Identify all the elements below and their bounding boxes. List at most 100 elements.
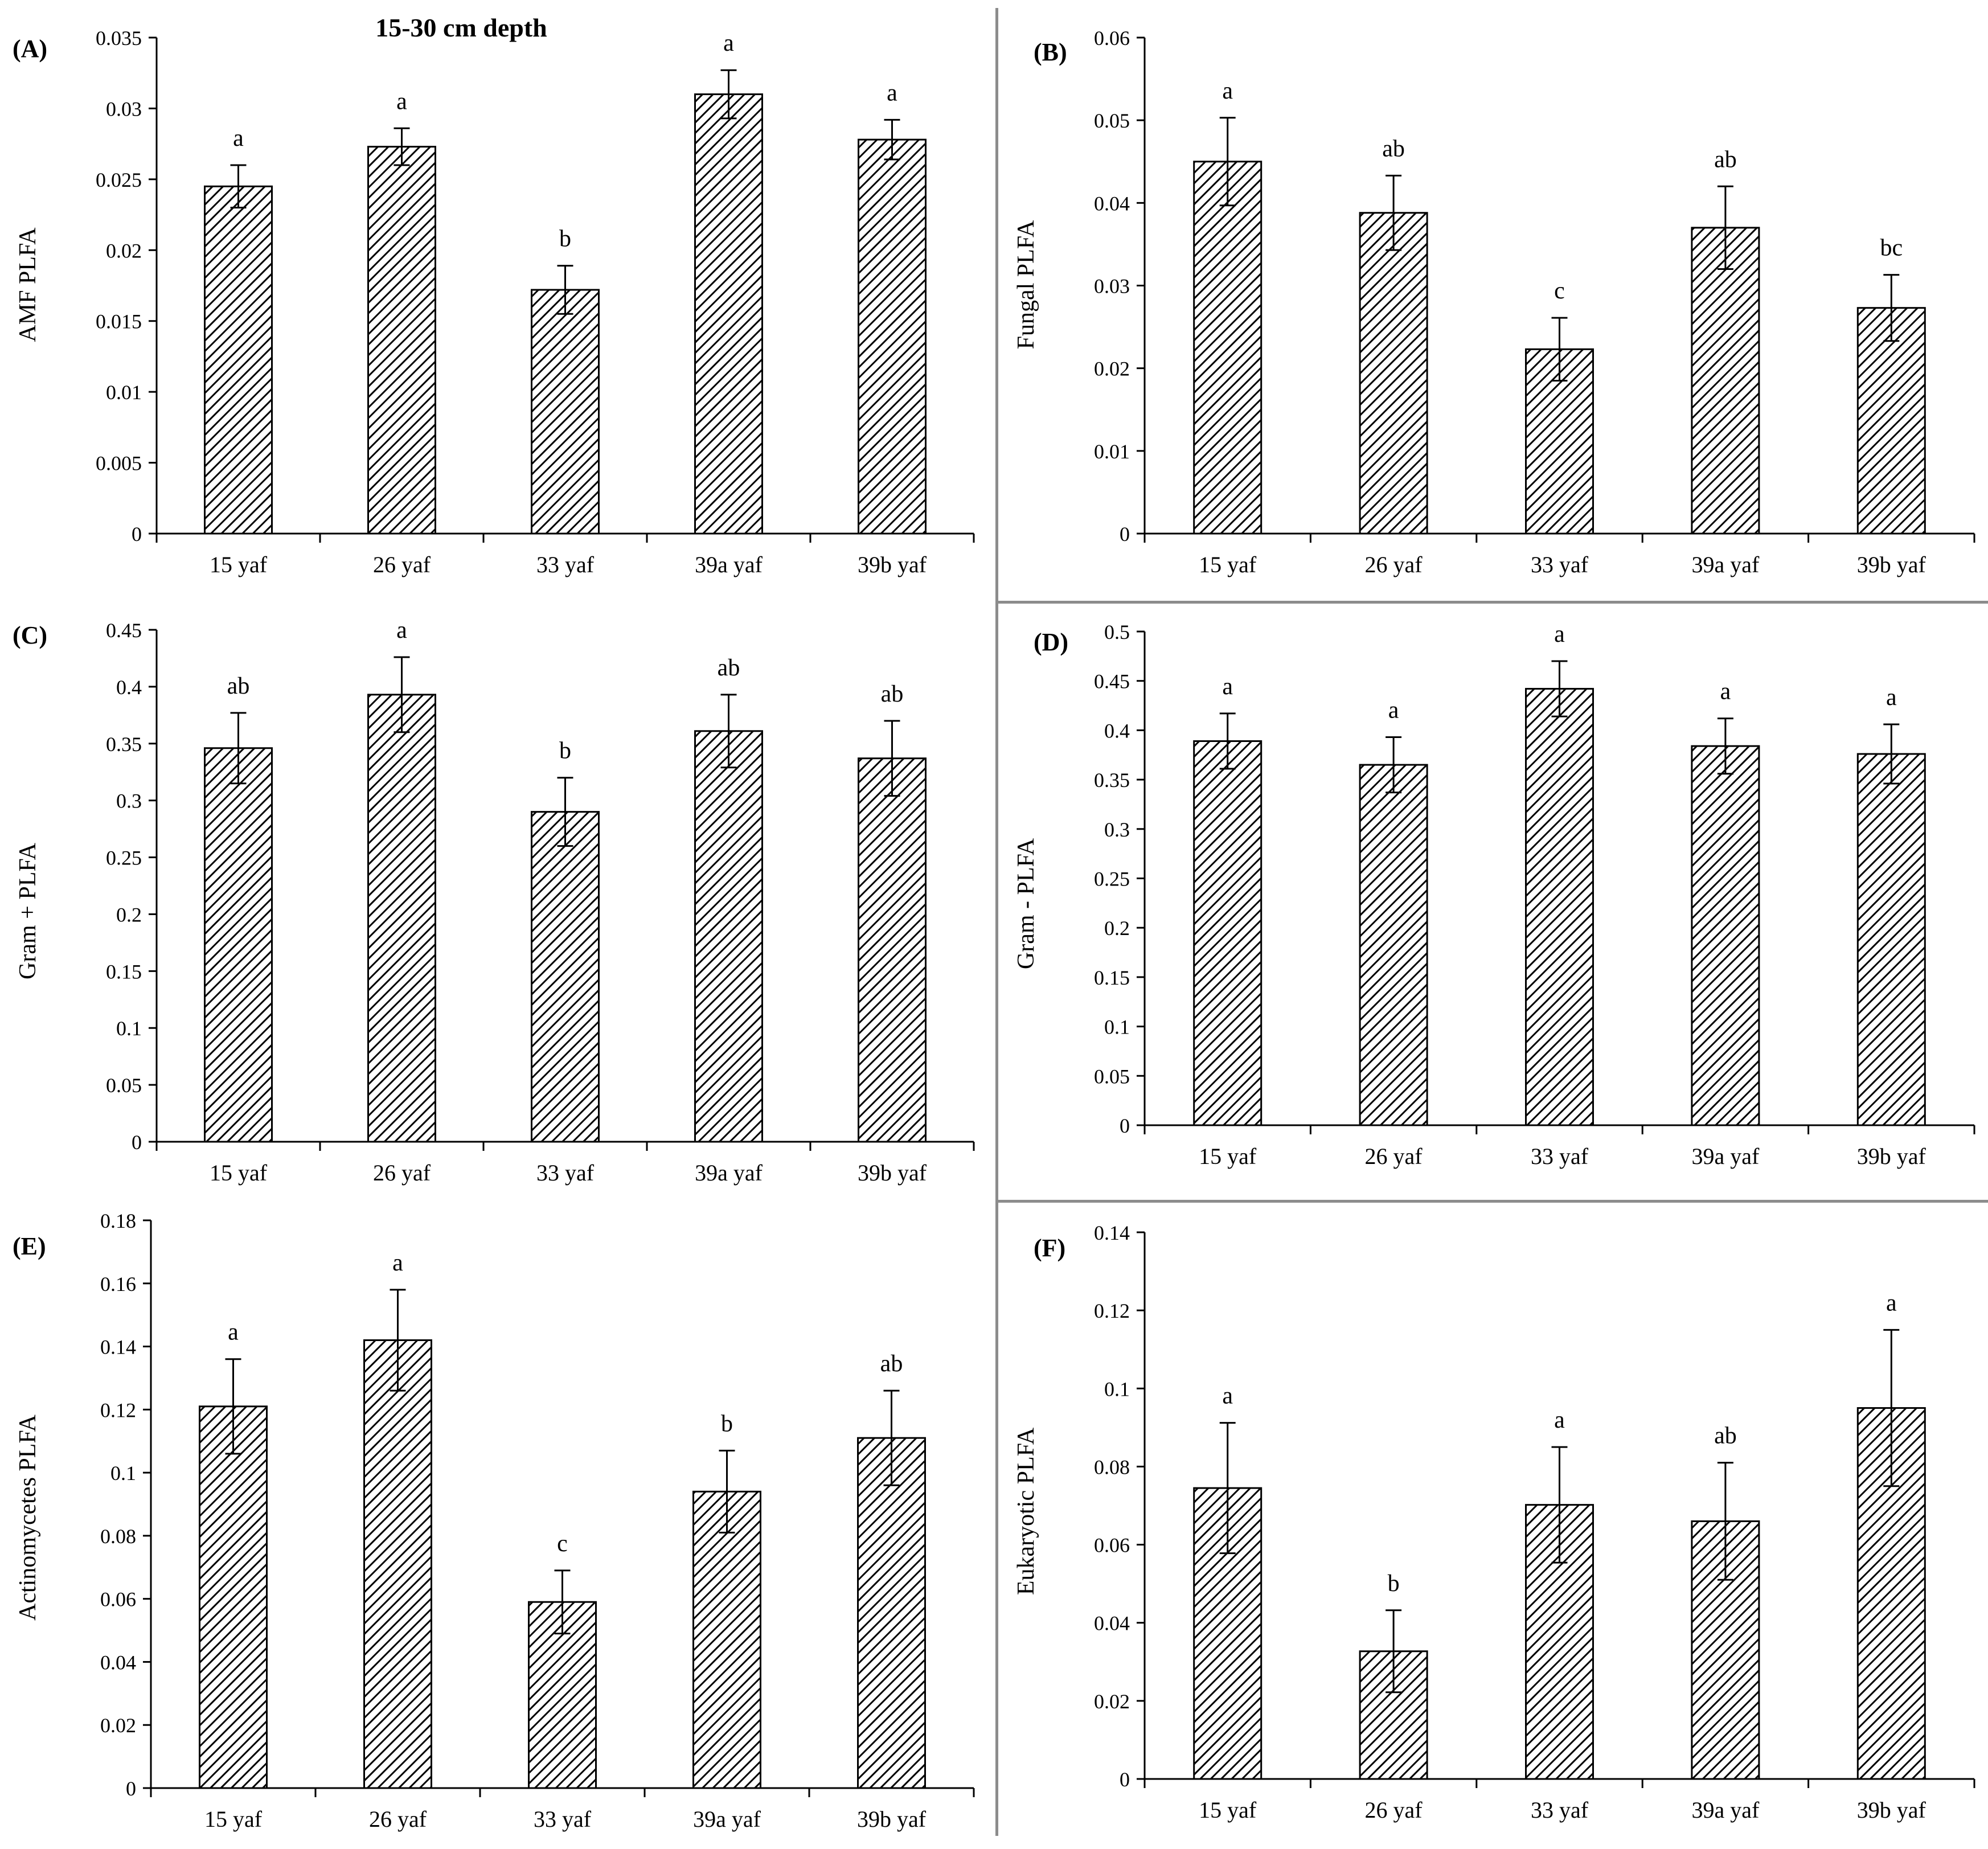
significance-letter: a — [1720, 679, 1731, 705]
x-category-label: 15 yaf — [210, 552, 268, 577]
x-category-label: 39a yaf — [1691, 552, 1760, 577]
significance-letter: a — [1222, 78, 1233, 104]
y-tick-label: 0.45 — [1094, 670, 1130, 693]
bar — [367, 694, 436, 1143]
x-category-label: 39b yaf — [1857, 1143, 1926, 1169]
significance-letter: ab — [880, 1351, 903, 1377]
chart-panel-a: 0 0.005 0.01 0.015 0.02 0.025 0.03 0.035 a 15 yaf… — [13, 27, 975, 577]
y-tick-label: 0 — [132, 523, 142, 546]
panel-label: (B) — [1034, 38, 1067, 66]
y-tick-label: 0.08 — [100, 1525, 136, 1548]
bar — [694, 93, 763, 535]
y-tick-label: 0 — [1120, 1768, 1130, 1791]
significance-letter: a — [1388, 698, 1399, 724]
significance-letter: ab — [1714, 146, 1737, 173]
significance-letter: a — [1886, 1290, 1897, 1316]
y-tick-label: 0.05 — [1094, 1065, 1130, 1088]
y-tick-label: 0.5 — [1104, 621, 1130, 643]
y-axis-label: AMF PLFA — [15, 227, 41, 342]
bar — [1359, 212, 1428, 535]
significance-letter: a — [723, 30, 734, 56]
significance-letter: ab — [1382, 136, 1405, 162]
bar — [857, 1437, 926, 1789]
significance-letter: a — [1554, 621, 1565, 647]
significance-letter: a — [228, 1319, 239, 1346]
y-tick-label: 0.05 — [1094, 109, 1130, 132]
panel-label: (E) — [13, 1232, 46, 1260]
y-tick-label: 0.2 — [1104, 917, 1130, 940]
x-category-label: 33 yaf — [1531, 1797, 1589, 1823]
y-tick-label: 0.1 — [1104, 1377, 1130, 1400]
y-tick-label: 0.25 — [1094, 868, 1130, 891]
x-category-label: 39a yaf — [1691, 1797, 1760, 1823]
bar — [858, 757, 927, 1143]
y-tick-label: 0.02 — [1094, 1690, 1130, 1713]
bar — [1856, 753, 1926, 1126]
y-tick-label: 0 — [126, 1777, 136, 1800]
significance-letter: ab — [718, 655, 740, 681]
bar — [204, 185, 273, 535]
x-category-label: 15 yaf — [204, 1806, 263, 1832]
y-tick-label: 0.1 — [110, 1462, 136, 1485]
y-tick-label: 0.18 — [100, 1210, 136, 1232]
y-tick-label: 0.35 — [106, 733, 142, 756]
x-category-label: 33 yaf — [534, 1806, 592, 1832]
x-category-label: 33 yaf — [536, 552, 595, 577]
x-category-label: 33 yaf — [1531, 1143, 1589, 1169]
figure-title: 15-30 cm depth — [375, 13, 547, 42]
y-tick-label: 0.02 — [106, 239, 142, 262]
x-category-label: 39b yaf — [1857, 1797, 1926, 1823]
bar — [1691, 227, 1760, 535]
y-tick-label: 0.03 — [1094, 275, 1130, 298]
bar — [199, 1405, 268, 1789]
y-tick-label: 0.1 — [1104, 1016, 1130, 1039]
significance-letter: a — [1554, 1407, 1565, 1433]
panel-label: (F) — [1034, 1234, 1065, 1262]
y-axis-label: Eukaryotic PLFA — [1013, 1427, 1039, 1595]
x-category-label: 33 yaf — [1531, 552, 1589, 577]
bar — [531, 811, 600, 1143]
y-tick-label: 0.16 — [100, 1273, 136, 1295]
y-tick-label: 0.02 — [100, 1714, 136, 1737]
y-tick-label: 0.14 — [100, 1336, 136, 1359]
x-category-label: 39a yaf — [693, 1806, 761, 1832]
y-tick-label: 0.45 — [106, 619, 142, 642]
chart-panel-b: 0 0.01 0.02 0.03 0.04 0.05 0.06 a 15 yaf ab 26 yaf… — [1013, 27, 1975, 577]
significance-letter: b — [559, 738, 571, 764]
significance-letter: b — [721, 1411, 733, 1437]
bar — [204, 747, 273, 1143]
x-category-label: 26 yaf — [369, 1806, 427, 1832]
y-axis-label: Gram - PLFA — [1013, 838, 1039, 969]
y-tick-label: 0.04 — [1094, 1612, 1130, 1635]
significance-letter: a — [887, 80, 897, 106]
significance-letter: a — [392, 1250, 403, 1276]
y-tick-label: 0.12 — [1094, 1299, 1130, 1322]
vertical-divider — [995, 8, 998, 1836]
significance-letter: a — [1886, 684, 1897, 711]
significance-letter: ab — [227, 673, 250, 699]
y-tick-label: 0.3 — [116, 790, 142, 813]
y-tick-label: 0 — [1120, 523, 1130, 546]
significance-letter: c — [1554, 278, 1565, 304]
y-tick-label: 0.08 — [1094, 1456, 1130, 1478]
y-tick-label: 0.15 — [1094, 966, 1130, 989]
y-tick-label: 0.04 — [100, 1651, 136, 1674]
x-category-label: 39b yaf — [858, 552, 927, 577]
x-category-label: 39a yaf — [695, 552, 763, 577]
x-category-label: 39a yaf — [1691, 1143, 1760, 1169]
y-tick-label: 0 — [132, 1131, 142, 1154]
significance-letter: a — [1222, 674, 1233, 700]
y-tick-label: 0.06 — [1094, 1534, 1130, 1557]
significance-letter: bc — [1880, 235, 1903, 261]
y-tick-label: 0.04 — [1094, 192, 1130, 215]
panel-label: (A) — [13, 35, 47, 63]
significance-letter: a — [396, 88, 407, 114]
y-tick-label: 0.4 — [116, 676, 142, 699]
y-tick-label: 0.14 — [1094, 1221, 1130, 1244]
chart-panel-f: 0 0.02 0.04 0.06 0.08 0.1 0.12 0.14 a 15 yaf b 26 y… — [1013, 1221, 1975, 1823]
significance-letter: c — [557, 1531, 568, 1557]
x-category-label: 15 yaf — [1199, 1797, 1257, 1823]
bar — [1691, 745, 1760, 1126]
x-category-label: 39a yaf — [695, 1160, 763, 1186]
